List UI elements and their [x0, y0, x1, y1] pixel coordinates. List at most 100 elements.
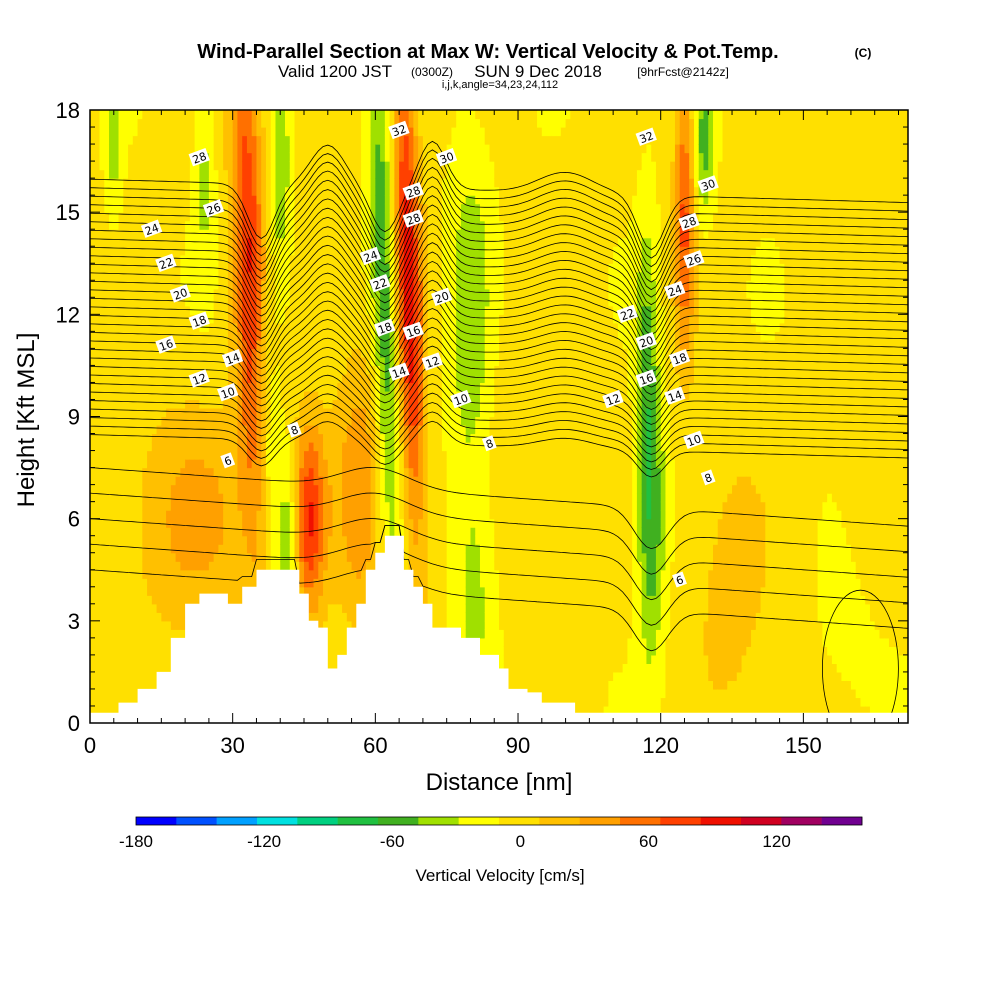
velocity-cell	[161, 646, 167, 656]
velocity-cell	[356, 510, 362, 520]
velocity-cell	[251, 246, 258, 256]
velocity-cell	[185, 118, 191, 128]
velocity-cell	[408, 518, 414, 528]
velocity-cell	[189, 561, 196, 571]
velocity-cell	[227, 212, 234, 222]
velocity-cell	[208, 518, 215, 528]
velocity-cell	[99, 110, 105, 120]
velocity-cell	[242, 127, 248, 137]
velocity-cell	[99, 450, 105, 460]
velocity-cell	[147, 425, 153, 435]
velocity-cell	[289, 459, 296, 469]
velocity-cell	[399, 135, 405, 145]
velocity-cell	[104, 271, 110, 281]
velocity-cell	[137, 322, 143, 332]
velocity-cell	[413, 484, 419, 494]
velocity-cell	[147, 654, 153, 664]
velocity-cell	[151, 110, 158, 120]
velocity-cell	[370, 263, 376, 273]
velocity-cell	[323, 220, 329, 230]
velocity-cell	[261, 127, 267, 137]
velocity-cell	[180, 425, 186, 435]
velocity-cell	[256, 169, 262, 179]
velocity-cell	[227, 186, 234, 196]
velocity-cell	[242, 297, 248, 307]
velocity-cell	[313, 135, 319, 145]
velocity-cell	[270, 467, 277, 477]
velocity-cell	[142, 646, 148, 656]
velocity-cell	[418, 552, 424, 562]
velocity-cell	[251, 178, 258, 188]
velocity-cell	[318, 552, 324, 562]
velocity-cell	[128, 697, 134, 707]
velocity-cell	[284, 544, 291, 554]
velocity-cell	[332, 237, 338, 247]
velocity-cell	[256, 220, 262, 230]
velocity-cell	[346, 612, 353, 622]
velocity-cell	[104, 501, 110, 511]
velocity-cell	[166, 161, 172, 171]
velocity-cell	[351, 595, 357, 605]
velocity-cell	[204, 561, 210, 571]
velocity-cell	[137, 144, 143, 154]
velocity-cell	[365, 152, 372, 162]
velocity-cell	[361, 220, 367, 230]
velocity-cell	[237, 382, 243, 392]
velocity-cell	[299, 178, 305, 188]
velocity-cell	[208, 484, 215, 494]
velocity-cell	[99, 697, 105, 707]
velocity-cell	[123, 178, 129, 188]
velocity-cell	[99, 399, 105, 409]
velocity-cell	[270, 348, 277, 358]
velocity-cell	[327, 476, 334, 486]
velocity-cell	[99, 246, 105, 256]
velocity-cell	[332, 118, 338, 128]
velocity-cell	[237, 186, 243, 196]
velocity-cell	[323, 450, 329, 460]
velocity-cell	[332, 195, 338, 205]
velocity-cell	[370, 186, 376, 196]
velocity-cell	[242, 527, 248, 537]
velocity-cell	[346, 254, 353, 264]
velocity-cell	[246, 399, 253, 409]
velocity-cell	[361, 518, 367, 528]
velocity-cell	[346, 416, 353, 426]
velocity-cell	[175, 246, 181, 256]
velocity-cell	[318, 535, 324, 545]
velocity-cell	[166, 586, 172, 596]
velocity-cell	[204, 450, 210, 460]
velocity-cell	[161, 654, 167, 664]
velocity-cell	[346, 425, 353, 435]
velocity-cell	[180, 467, 186, 477]
velocity-cell	[242, 484, 248, 494]
velocity-cell	[351, 186, 357, 196]
velocity-cell	[156, 229, 162, 239]
velocity-cell	[132, 373, 139, 384]
velocity-cell	[123, 220, 129, 230]
velocity-cell	[351, 118, 357, 128]
velocity-cell	[346, 331, 353, 341]
velocity-cell	[104, 399, 110, 409]
velocity-cell	[375, 382, 381, 392]
velocity-cell	[180, 620, 186, 630]
velocity-cell	[161, 135, 167, 145]
velocity-cell	[166, 603, 172, 613]
velocity-cell	[185, 535, 191, 545]
velocity-cell	[99, 654, 105, 664]
velocity-cell	[351, 578, 357, 588]
velocity-cell	[332, 365, 338, 375]
velocity-cell	[313, 450, 319, 460]
velocity-cell	[313, 476, 319, 486]
velocity-cell	[304, 229, 310, 239]
velocity-cell	[256, 212, 262, 222]
velocity-cell	[94, 382, 101, 392]
velocity-cell	[237, 314, 243, 324]
velocity-cell	[161, 552, 167, 562]
velocity-cell	[323, 314, 329, 324]
velocity-cell	[384, 416, 391, 426]
velocity-cell	[408, 203, 414, 213]
velocity-cell	[327, 110, 334, 120]
velocity-cell	[313, 314, 319, 324]
velocity-cell	[342, 348, 348, 358]
velocity-cell	[394, 493, 400, 503]
